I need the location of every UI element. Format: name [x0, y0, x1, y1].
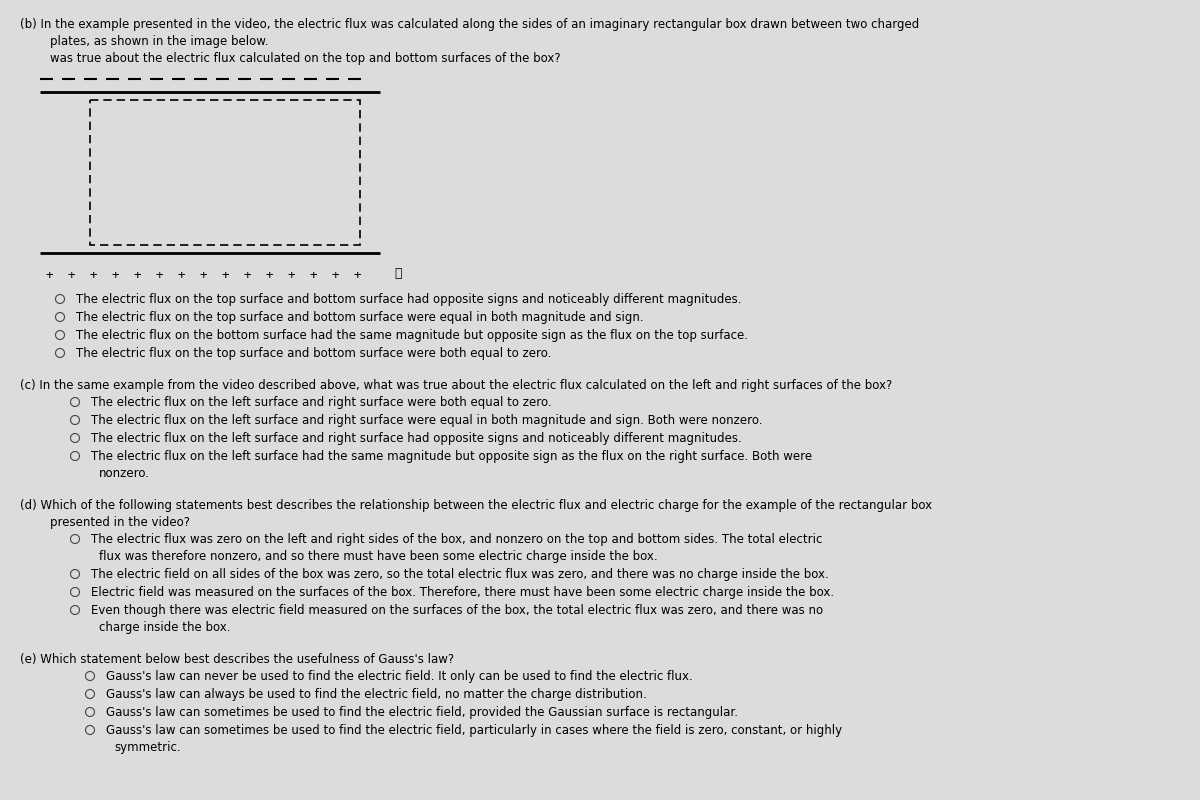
Text: The electric flux on the left surface and right surface were both equal to zero.: The electric flux on the left surface an… — [91, 396, 552, 409]
Text: +: + — [199, 269, 206, 282]
Text: +: + — [133, 269, 140, 282]
Text: +: + — [221, 269, 228, 282]
Text: ⓘ: ⓘ — [395, 267, 402, 280]
Text: +: + — [287, 269, 294, 282]
Text: Gauss's law can sometimes be used to find the electric field, provided the Gauss: Gauss's law can sometimes be used to fin… — [106, 706, 738, 719]
Text: (c) In the same example from the video described above, what was true about the : (c) In the same example from the video d… — [20, 379, 893, 392]
Text: (b) In the example presented in the video, the electric flux was calculated alon: (b) In the example presented in the vide… — [20, 18, 919, 31]
Text: Even though there was electric field measured on the surfaces of the box, the to: Even though there was electric field mea… — [91, 604, 823, 617]
Text: +: + — [265, 269, 272, 282]
Text: Electric field was measured on the surfaces of the box. Therefore, there must ha: Electric field was measured on the surfa… — [91, 586, 834, 599]
Text: The electric flux on the top surface and bottom surface were equal in both magni: The electric flux on the top surface and… — [76, 311, 643, 324]
Text: The electric flux on the top surface and bottom surface had opposite signs and n: The electric flux on the top surface and… — [76, 293, 742, 306]
Text: presented in the video?: presented in the video? — [50, 516, 190, 529]
Text: +: + — [112, 269, 119, 282]
Text: +: + — [46, 269, 53, 282]
Text: The electric flux was zero on the left and right sides of the box, and nonzero o: The electric flux was zero on the left a… — [91, 533, 822, 546]
Bar — [90, 100, 360, 245]
Text: (d) Which of the following statements best describes the relationship between th: (d) Which of the following statements be… — [20, 499, 932, 512]
Text: +: + — [310, 269, 317, 282]
Text: The electric flux on the left surface and right surface had opposite signs and n: The electric flux on the left surface an… — [91, 432, 742, 445]
Text: nonzero.: nonzero. — [98, 467, 150, 480]
Text: +: + — [353, 269, 360, 282]
Text: flux was therefore nonzero, and so there must have been some electric charge ins: flux was therefore nonzero, and so there… — [98, 550, 658, 563]
Text: charge inside the box.: charge inside the box. — [98, 621, 230, 634]
Text: The electric flux on the top surface and bottom surface were both equal to zero.: The electric flux on the top surface and… — [76, 347, 551, 360]
Text: Gauss's law can sometimes be used to find the electric field, particularly in ca: Gauss's law can sometimes be used to fin… — [106, 724, 842, 737]
Text: +: + — [89, 269, 96, 282]
Text: The electric field on all sides of the box was zero, so the total electric flux : The electric field on all sides of the b… — [91, 568, 829, 581]
Text: The electric flux on the bottom surface had the same magnitude but opposite sign: The electric flux on the bottom surface … — [76, 329, 748, 342]
Text: +: + — [331, 269, 338, 282]
Text: +: + — [242, 269, 251, 282]
Text: The electric flux on the left surface and right surface were equal in both magni: The electric flux on the left surface an… — [91, 414, 762, 427]
Text: +: + — [67, 269, 74, 282]
Text: (e) Which statement below best describes the usefulness of Gauss's law?: (e) Which statement below best describes… — [20, 653, 454, 666]
Text: The electric flux on the left surface had the same magnitude but opposite sign a: The electric flux on the left surface ha… — [91, 450, 812, 463]
Text: +: + — [178, 269, 185, 282]
Text: Gauss's law can always be used to find the electric field, no matter the charge : Gauss's law can always be used to find t… — [106, 688, 647, 701]
Text: plates, as shown in the image below.: plates, as shown in the image below. — [50, 35, 269, 48]
Text: was true about the electric flux calculated on the top and bottom surfaces of th: was true about the electric flux calcula… — [50, 52, 560, 65]
Text: Gauss's law can never be used to find the electric field. It only can be used to: Gauss's law can never be used to find th… — [106, 670, 692, 683]
Text: +: + — [155, 269, 162, 282]
Text: symmetric.: symmetric. — [114, 741, 181, 754]
